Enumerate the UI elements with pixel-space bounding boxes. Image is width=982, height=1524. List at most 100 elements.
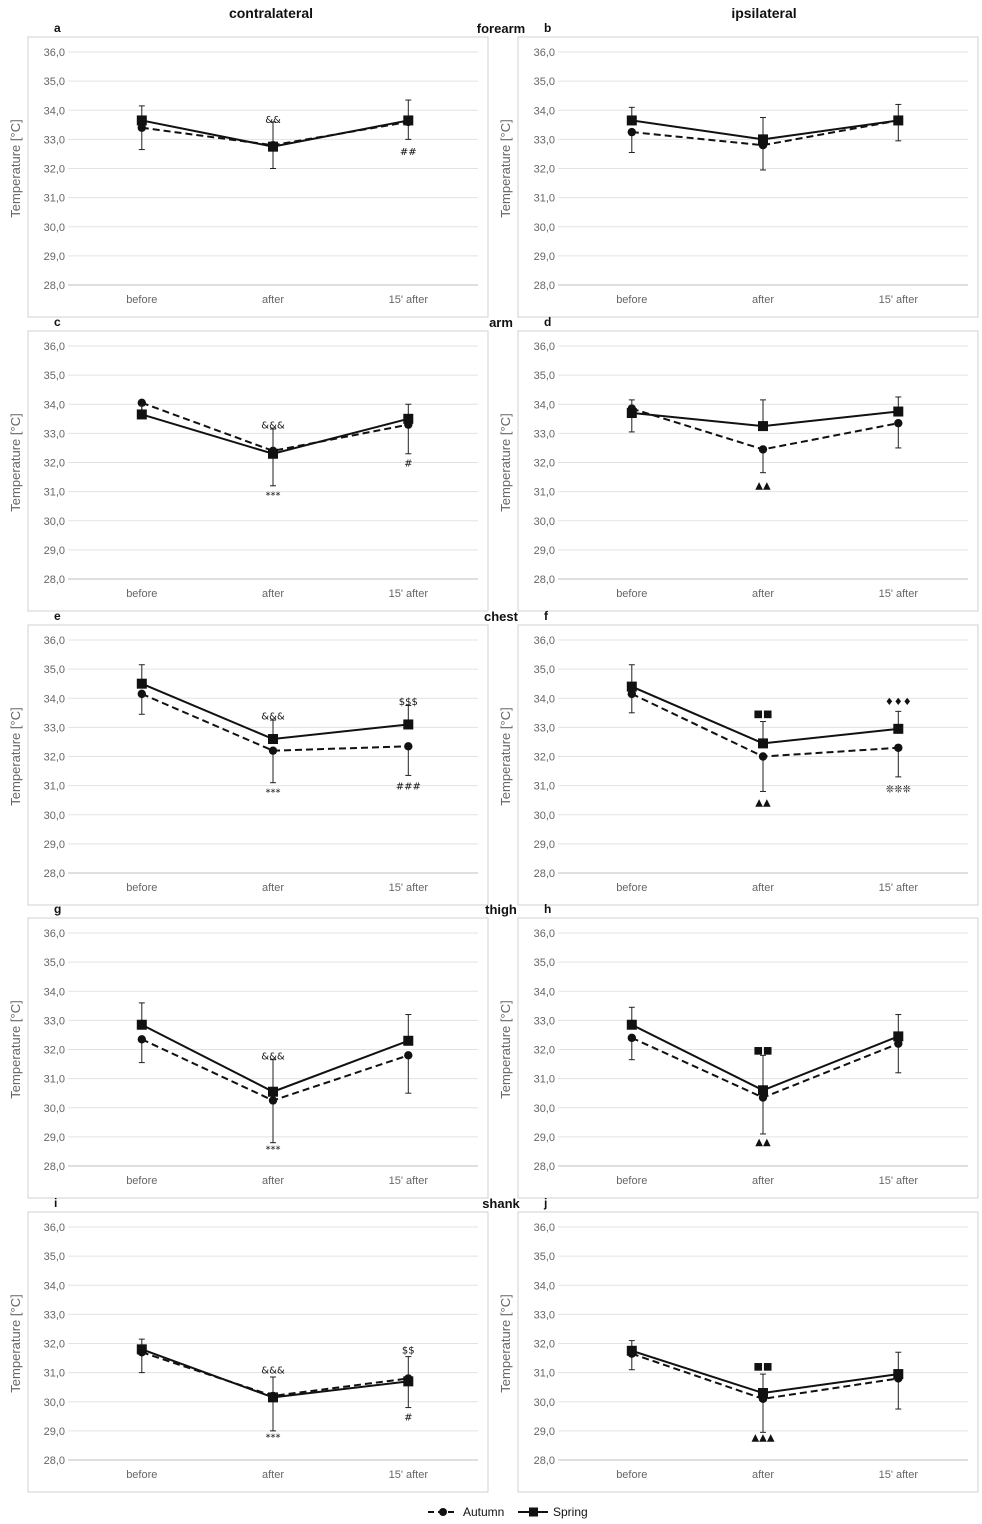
data-point xyxy=(893,1031,904,1042)
x-tick-label: before xyxy=(126,882,157,894)
data-point xyxy=(627,689,636,699)
y-tick-label: 30,0 xyxy=(44,1397,65,1409)
x-tick-label: before xyxy=(616,882,647,894)
y-tick-label: 35,0 xyxy=(44,1251,65,1263)
data-point xyxy=(136,1019,147,1030)
series-line xyxy=(141,401,409,452)
y-tick-label: 30,0 xyxy=(44,516,65,528)
region-label: thigh xyxy=(485,902,517,917)
y-tick-label: 28,0 xyxy=(534,280,555,292)
y-tick-label: 35,0 xyxy=(534,664,555,676)
x-tick-label: before xyxy=(126,1469,157,1481)
y-tick-label: 33,0 xyxy=(534,134,555,146)
panel-label: a xyxy=(54,21,61,35)
y-tick-label: 32,0 xyxy=(44,1045,65,1057)
y-axis-label: Temperature [°C] xyxy=(8,707,23,805)
y-axis-label: Temperature [°C] xyxy=(8,413,23,511)
data-point xyxy=(268,141,278,152)
significance-annotation: # xyxy=(404,1412,412,1423)
y-tick-label: 36,0 xyxy=(534,47,555,59)
y-tick-label: 31,0 xyxy=(534,193,555,205)
y-tick-label: 31,0 xyxy=(534,1368,555,1380)
y-tick-label: 33,0 xyxy=(44,428,65,440)
y-tick-label: 36,0 xyxy=(534,635,555,647)
significance-annotation: ❊❊❊ xyxy=(886,785,911,796)
data-point xyxy=(626,1019,637,1030)
y-tick-label: 30,0 xyxy=(44,810,65,822)
x-tick-label: after xyxy=(262,882,284,894)
panel-frame xyxy=(517,330,979,612)
y-tick-label: 32,0 xyxy=(44,752,65,764)
y-tick-label: 28,0 xyxy=(44,868,65,880)
y-tick-label: 31,0 xyxy=(44,193,65,205)
series-line xyxy=(141,692,409,752)
significance-annotation: $$ xyxy=(402,1345,415,1356)
panel-e: e chest 28,0 29,0 30,0 31,0 32,0 33,0 34,0 35,0 36… xyxy=(8,609,519,906)
y-tick-label: 33,0 xyxy=(534,1309,555,1321)
series-autumn xyxy=(627,689,903,792)
x-tick-label: 15' after xyxy=(879,882,919,894)
panel-label: f xyxy=(544,609,549,623)
data-point xyxy=(627,1033,636,1043)
y-axis-label: Temperature [°C] xyxy=(8,119,23,217)
significance-annotation: *** xyxy=(266,491,281,502)
header-contralateral: contralateral xyxy=(229,5,313,21)
panel-frame xyxy=(517,624,979,906)
y-tick-label: 31,0 xyxy=(534,487,555,499)
data-point xyxy=(758,1388,768,1399)
y-tick-label: 36,0 xyxy=(44,928,65,940)
y-tick-label: 28,0 xyxy=(534,1161,555,1173)
y-tick-label: 31,0 xyxy=(534,1074,555,1086)
y-axis-label: Temperature [°C] xyxy=(498,707,513,805)
significance-annotation: ### xyxy=(396,782,421,793)
panel-g: g thigh 28,0 29,0 30,0 31,0 32,0 33,0 34,0 35,0 36… xyxy=(8,902,517,1199)
y-axis-label: Temperature [°C] xyxy=(8,1000,23,1098)
x-tick-label: after xyxy=(262,1469,284,1481)
panel-a: a forearm 28,0 29,0 30,0 31,0 32,0 33,0 34,0 35,0… xyxy=(8,21,525,318)
region-label: shank xyxy=(482,1196,520,1211)
region-label: chest xyxy=(484,609,519,624)
data-point xyxy=(268,1086,278,1097)
significance-annotation: &&& xyxy=(261,1366,285,1377)
data-point xyxy=(758,445,768,454)
data-point xyxy=(137,689,146,699)
panel-frame xyxy=(517,917,979,1199)
y-tick-label: 29,0 xyxy=(44,251,65,263)
x-tick-label: before xyxy=(126,294,157,306)
y-tick-label: 35,0 xyxy=(44,957,65,969)
data-point xyxy=(893,723,904,734)
panel-label: c xyxy=(54,315,61,329)
y-tick-label: 30,0 xyxy=(534,1397,555,1409)
y-tick-label: 34,0 xyxy=(534,986,555,998)
panel-frame xyxy=(517,36,979,318)
data-point xyxy=(626,681,637,692)
x-tick-label: 15' after xyxy=(879,1175,919,1187)
y-tick-label: 36,0 xyxy=(44,47,65,59)
y-tick-label: 33,0 xyxy=(534,428,555,440)
data-point xyxy=(626,1345,637,1356)
y-tick-label: 32,0 xyxy=(534,1045,555,1057)
region-label: forearm xyxy=(477,21,525,36)
x-tick-label: after xyxy=(262,294,284,306)
y-tick-label: 34,0 xyxy=(534,399,555,411)
significance-annotation: ■■ xyxy=(754,1046,773,1057)
x-tick-label: 15' after xyxy=(389,588,429,600)
data-point xyxy=(404,1051,413,1060)
data-point xyxy=(894,1039,903,1048)
y-tick-label: 35,0 xyxy=(534,1251,555,1263)
legend-autumn-label: Autumn xyxy=(463,1505,504,1519)
data-point xyxy=(893,1369,904,1380)
y-tick-label: 33,0 xyxy=(44,1309,65,1321)
significance-annotation: # xyxy=(404,459,412,470)
significance-annotation: ▲▲▲ xyxy=(751,1433,774,1444)
y-tick-label: 28,0 xyxy=(534,1455,555,1467)
data-point xyxy=(268,1096,278,1105)
data-point xyxy=(268,1392,278,1403)
x-tick-label: after xyxy=(262,588,284,600)
x-tick-label: 15' after xyxy=(879,1469,919,1481)
y-tick-label: 30,0 xyxy=(534,222,555,234)
panel-f: f 28,0 29,0 30,0 31,0 32,0 33,0 34,0 35,0 36,0 bef… xyxy=(498,609,979,906)
panel-label: e xyxy=(54,609,61,623)
data-point xyxy=(268,734,278,745)
